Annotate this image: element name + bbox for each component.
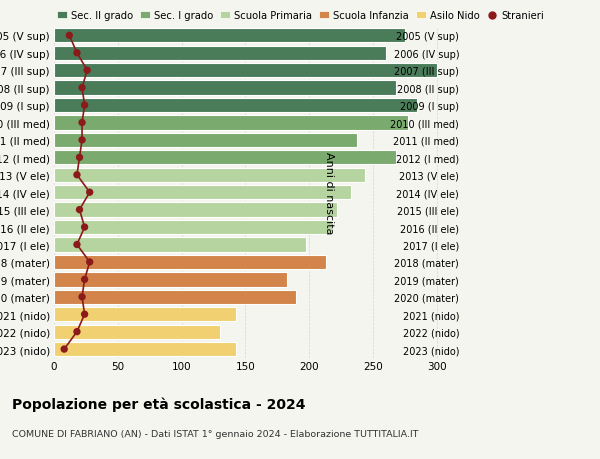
Point <box>85 259 95 266</box>
Point <box>72 328 82 336</box>
Bar <box>54 134 358 148</box>
Bar <box>54 203 337 217</box>
Point <box>74 154 84 162</box>
Point <box>77 119 87 127</box>
Bar <box>54 168 365 183</box>
Bar <box>54 290 296 304</box>
Bar <box>54 342 236 357</box>
Point <box>85 189 95 196</box>
Bar <box>54 64 437 78</box>
Point <box>74 207 84 214</box>
Y-axis label: Anni di nascita: Anni di nascita <box>324 151 334 234</box>
Bar <box>54 151 396 165</box>
Point <box>59 346 69 353</box>
Point <box>72 241 82 249</box>
Point <box>80 102 89 110</box>
Bar <box>54 81 396 95</box>
Point <box>80 276 89 283</box>
Point <box>77 293 87 301</box>
Point <box>65 33 74 40</box>
Point <box>72 172 82 179</box>
Bar <box>54 238 307 252</box>
Bar <box>54 273 287 287</box>
Point <box>72 50 82 57</box>
Bar <box>54 308 236 322</box>
Point <box>77 85 87 92</box>
Bar <box>54 99 418 113</box>
Bar <box>54 185 351 200</box>
Legend: Sec. II grado, Sec. I grado, Scuola Primaria, Scuola Infanzia, Asilo Nido, Stran: Sec. II grado, Sec. I grado, Scuola Prim… <box>53 7 548 25</box>
Point <box>77 137 87 144</box>
Bar <box>54 325 220 339</box>
Text: Popolazione per età scolastica - 2024: Popolazione per età scolastica - 2024 <box>12 397 305 412</box>
Point <box>80 311 89 318</box>
Bar <box>54 255 326 269</box>
Bar <box>54 220 332 235</box>
Point <box>82 67 92 75</box>
Text: COMUNE DI FABRIANO (AN) - Dati ISTAT 1° gennaio 2024 - Elaborazione TUTTITALIA.I: COMUNE DI FABRIANO (AN) - Dati ISTAT 1° … <box>12 429 419 438</box>
Bar <box>54 29 404 43</box>
Bar <box>54 46 386 61</box>
Bar <box>54 116 409 130</box>
Point <box>80 224 89 231</box>
